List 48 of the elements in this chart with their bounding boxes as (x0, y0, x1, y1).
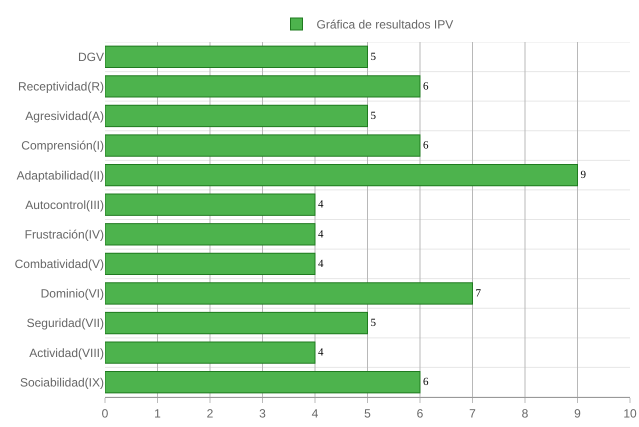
x-tick-label: 1 (154, 406, 162, 420)
data-label: 4 (318, 258, 324, 270)
y-tick-label: Receptividad(R) (18, 80, 104, 94)
bar (105, 223, 316, 246)
y-tick-label: Actividad(VIII) (29, 346, 104, 360)
bar (105, 282, 473, 305)
data-label: 7 (476, 287, 482, 300)
bar (105, 194, 316, 216)
x-tick-label: 2 (206, 406, 214, 420)
data-label: 4 (318, 198, 324, 211)
y-tick-label: Autocontrol(III) (25, 198, 104, 212)
bar (105, 371, 420, 394)
data-label: 5 (370, 317, 376, 330)
data-label: 6 (423, 80, 429, 92)
data-label: 9 (580, 169, 586, 182)
bar (105, 75, 420, 98)
data-label: 6 (423, 140, 429, 152)
x-tick-label: 8 (522, 406, 529, 420)
y-tick-label: Dominio(VI) (40, 286, 104, 301)
y-tick-label: Combatividad(V) (14, 257, 104, 272)
bar (105, 164, 578, 186)
data-label: 5 (370, 50, 376, 63)
y-tick-label: Frustración(IV) (24, 227, 104, 242)
x-tick-label: 6 (416, 406, 424, 420)
x-tick-label: 4 (312, 406, 319, 420)
x-tick-label: 5 (364, 406, 372, 420)
bar (105, 341, 316, 364)
x-tick-label: 3 (259, 406, 266, 420)
data-label: 4 (318, 346, 324, 359)
data-label: 5 (370, 110, 376, 122)
bar (105, 252, 316, 276)
x-tick-label: 10 (623, 406, 637, 420)
y-tick-label: DGV (78, 50, 104, 64)
y-tick-label: Agresividad(A) (25, 109, 104, 124)
bar (105, 46, 368, 68)
bar (105, 312, 368, 334)
x-tick-label: 0 (102, 406, 109, 420)
y-tick-label: Sociabilidad(IX) (20, 375, 104, 390)
legend-label: Gráfica de resultados IPV (316, 18, 454, 32)
x-tick-label: 7 (469, 406, 476, 420)
x-tick-label: 9 (574, 406, 582, 420)
data-label: 6 (423, 376, 429, 388)
data-label: 4 (318, 228, 324, 240)
bar (105, 104, 368, 128)
y-tick-label: Comprensión(I) (21, 138, 104, 153)
y-tick-label: Seguridad(VII) (26, 316, 104, 330)
bar (105, 134, 420, 157)
y-tick-label: Adaptabilidad(II) (16, 168, 104, 182)
